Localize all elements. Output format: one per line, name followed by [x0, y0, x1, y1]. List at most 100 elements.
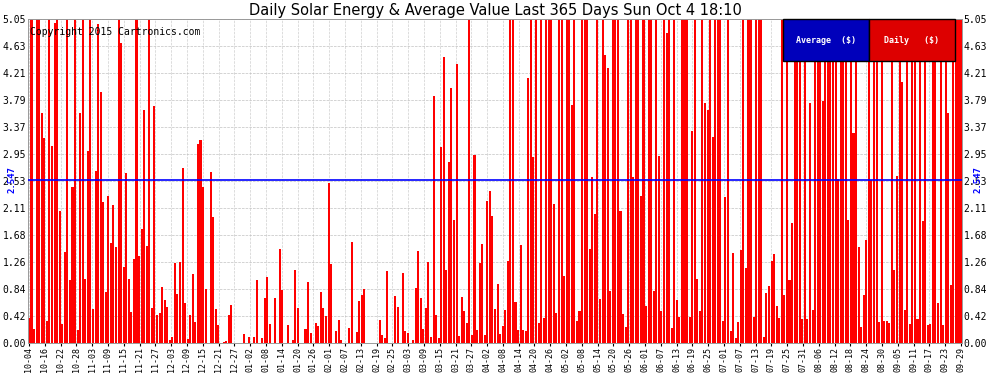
- Bar: [533, 157, 535, 343]
- Bar: [156, 315, 158, 343]
- Bar: [402, 273, 404, 343]
- Bar: [438, 338, 440, 343]
- Bar: [161, 287, 163, 343]
- Bar: [92, 309, 94, 343]
- Bar: [50, 146, 53, 343]
- Bar: [650, 16, 652, 343]
- Bar: [74, 16, 76, 343]
- Bar: [460, 297, 462, 343]
- Bar: [809, 104, 811, 343]
- Bar: [935, 16, 937, 343]
- Bar: [341, 340, 343, 343]
- Bar: [120, 43, 122, 343]
- Bar: [704, 103, 706, 343]
- Bar: [428, 262, 430, 343]
- Bar: [266, 277, 268, 343]
- Bar: [46, 321, 48, 343]
- Bar: [930, 324, 932, 343]
- Bar: [522, 330, 524, 343]
- Bar: [520, 245, 522, 343]
- Bar: [323, 308, 325, 343]
- Text: 2.547: 2.547: [8, 166, 17, 193]
- Bar: [541, 16, 543, 343]
- Bar: [825, 16, 827, 343]
- Bar: [660, 311, 662, 343]
- Bar: [735, 338, 737, 343]
- Bar: [783, 295, 785, 343]
- Bar: [881, 16, 883, 343]
- Bar: [105, 292, 107, 343]
- Bar: [404, 332, 407, 343]
- Bar: [607, 68, 609, 343]
- Bar: [942, 325, 944, 343]
- Bar: [407, 333, 409, 343]
- Bar: [571, 105, 573, 343]
- Bar: [591, 177, 593, 343]
- Bar: [781, 16, 783, 343]
- Bar: [855, 16, 857, 343]
- Bar: [947, 113, 949, 343]
- Bar: [633, 177, 635, 343]
- Bar: [33, 329, 35, 343]
- Bar: [801, 318, 803, 343]
- Bar: [860, 327, 862, 343]
- Bar: [113, 205, 115, 343]
- Bar: [640, 196, 642, 343]
- Bar: [655, 16, 657, 343]
- Bar: [714, 16, 716, 343]
- Bar: [604, 55, 606, 343]
- Bar: [125, 173, 128, 343]
- Bar: [315, 322, 317, 343]
- Bar: [473, 156, 475, 343]
- Bar: [507, 261, 509, 343]
- Bar: [41, 112, 43, 343]
- Bar: [107, 196, 109, 343]
- Bar: [163, 300, 165, 343]
- Bar: [94, 171, 97, 343]
- Bar: [218, 325, 220, 343]
- Bar: [320, 292, 322, 343]
- Bar: [115, 247, 117, 343]
- Bar: [97, 24, 99, 343]
- Bar: [952, 16, 954, 343]
- Bar: [868, 16, 870, 343]
- Bar: [28, 318, 30, 343]
- Bar: [225, 341, 227, 343]
- Bar: [494, 309, 496, 343]
- Bar: [658, 156, 660, 343]
- Bar: [279, 249, 281, 343]
- Bar: [940, 16, 941, 343]
- Bar: [765, 294, 767, 343]
- Bar: [261, 338, 263, 343]
- Bar: [832, 16, 834, 343]
- Bar: [535, 16, 537, 343]
- Bar: [932, 16, 934, 343]
- Bar: [441, 147, 443, 343]
- Bar: [468, 16, 470, 343]
- Bar: [36, 16, 38, 343]
- Bar: [543, 318, 545, 343]
- Bar: [512, 16, 514, 343]
- Bar: [773, 254, 775, 343]
- Bar: [397, 307, 399, 343]
- Bar: [446, 270, 447, 343]
- Bar: [835, 16, 837, 343]
- Bar: [168, 340, 171, 343]
- Bar: [822, 101, 824, 343]
- Bar: [131, 312, 133, 343]
- Bar: [645, 306, 647, 343]
- Bar: [447, 162, 449, 343]
- Bar: [423, 329, 425, 343]
- Bar: [599, 299, 601, 343]
- Bar: [248, 337, 250, 343]
- Bar: [752, 317, 754, 343]
- Bar: [786, 16, 788, 343]
- Bar: [949, 285, 951, 343]
- Bar: [701, 16, 704, 343]
- Bar: [622, 314, 624, 343]
- Bar: [212, 217, 215, 343]
- Bar: [727, 16, 729, 343]
- Bar: [76, 330, 78, 343]
- Bar: [379, 320, 381, 343]
- Bar: [386, 271, 388, 343]
